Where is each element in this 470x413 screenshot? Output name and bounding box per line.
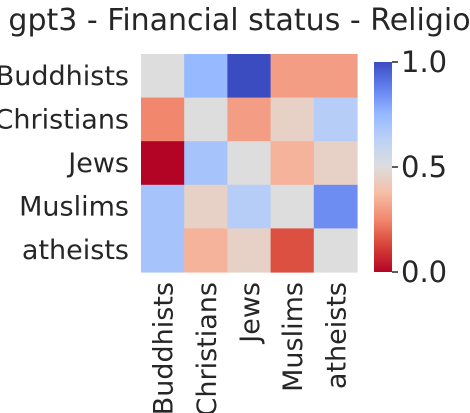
- heatmap-cells: [141, 54, 358, 273]
- row-label-atheists: atheists: [22, 235, 129, 266]
- row-label-jews: Jews: [66, 148, 129, 179]
- heatmap-cell-muslims-christians: [184, 184, 228, 229]
- heatmap-cell-atheists-jews: [227, 228, 272, 273]
- heatmap-cell-christians-jews: [227, 97, 272, 142]
- heatmap-cell-jews-muslims: [270, 141, 315, 186]
- row-label-muslims: Muslims: [19, 192, 129, 223]
- heatmap-cell-atheists-atheists: [313, 228, 358, 273]
- colorbar-ticks: 0.0 0.5 1.0: [392, 45, 447, 289]
- colorbar-tick-label: 0.5: [401, 150, 447, 184]
- heatmap-cell-buddhists-jews: [227, 54, 272, 99]
- heatmap-cell-jews-jews: [227, 141, 272, 186]
- heatmap-cell-atheists-buddhists: [141, 228, 185, 273]
- heatmap-cell-jews-atheists: [313, 141, 358, 186]
- column-label-christians: Christians: [192, 282, 223, 413]
- column-label-jews: Jews: [235, 282, 266, 345]
- heatmap-cell-buddhists-atheists: [313, 54, 358, 99]
- heatmap-cell-muslims-buddhists: [141, 184, 185, 229]
- heatmap-cell-jews-christians: [184, 141, 228, 186]
- column-label-muslims: Muslims: [278, 282, 309, 392]
- heatmap-cell-muslims-jews: [227, 184, 272, 229]
- heatmap-cell-buddhists-buddhists: [141, 54, 185, 99]
- heatmap-cell-christians-buddhists: [141, 97, 185, 142]
- colorbar: [374, 62, 392, 272]
- row-label-christians: Christians: [0, 104, 129, 135]
- column-label-buddhists: Buddhists: [149, 282, 180, 413]
- colorbar-tick-label: 0.0: [401, 255, 447, 289]
- column-labels: Buddhists Christians Jews Muslims atheists: [149, 282, 353, 413]
- colorbar-tick-label: 1.0: [401, 45, 447, 79]
- column-label-atheists: atheists: [321, 282, 352, 389]
- heatmap-cell-atheists-muslims: [270, 228, 315, 273]
- heatmap-cell-muslims-muslims: [270, 184, 315, 229]
- heatmap-cell-christians-christians: [184, 97, 228, 142]
- heatmap-cell-atheists-christians: [184, 228, 228, 273]
- heatmap-cell-christians-muslims: [270, 97, 315, 142]
- heatmap-cell-buddhists-muslims: [270, 54, 315, 99]
- chart-title: gpt3 - Financial status - Religion: [8, 3, 470, 38]
- heatmap-cell-christians-atheists: [313, 97, 358, 142]
- heatmap-cell-jews-buddhists: [141, 141, 185, 186]
- row-label-buddhists: Buddhists: [0, 61, 129, 92]
- heatmap-cell-muslims-atheists: [313, 184, 358, 229]
- row-labels: Buddhists Christians Jews Muslims atheists: [0, 61, 129, 266]
- heatmap-cell-buddhists-christians: [184, 54, 228, 99]
